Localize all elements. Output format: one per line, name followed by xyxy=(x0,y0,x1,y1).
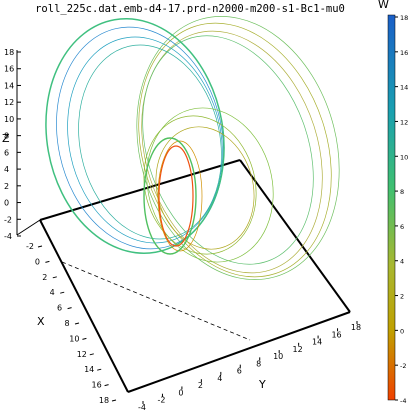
x-tick xyxy=(67,307,72,310)
colorbar-tick-label: 16 xyxy=(400,49,408,57)
y-tick-label: 2 xyxy=(198,381,203,390)
x-tick xyxy=(82,337,87,340)
x-tick xyxy=(97,368,102,371)
z-tick-label: 4 xyxy=(4,165,9,174)
colorbar-tick-label: -4 xyxy=(400,397,406,405)
z-tick-label: -2 xyxy=(4,215,12,224)
y-tick-label: 12 xyxy=(293,345,303,354)
colorbar-tick-label: 6 xyxy=(400,223,404,231)
colorbar xyxy=(387,14,396,401)
chart-title: roll_225c.dat.emb-d4-17.prd-n2000-m200-s… xyxy=(35,3,345,15)
z-tick-label: 12 xyxy=(4,98,14,107)
colorbar-tick-label: 2 xyxy=(400,293,404,301)
x-tick-label: 12 xyxy=(77,350,87,359)
x-tick-label: 0 xyxy=(35,257,40,266)
x-tick-label: 10 xyxy=(69,334,79,343)
colorbar-tick-label: -2 xyxy=(400,362,406,370)
z-tick-label: -4 xyxy=(4,232,12,241)
colorbar-tick-label: 14 xyxy=(400,84,408,92)
x-tick xyxy=(45,260,50,263)
x-tick-label: 18 xyxy=(99,396,109,405)
z-tick-label: 8 xyxy=(4,132,9,141)
colorbar-tick-label: 4 xyxy=(400,258,404,266)
x-tick xyxy=(52,276,57,279)
x-tick-label: 6 xyxy=(57,304,62,313)
trajectory xyxy=(45,16,340,280)
x-tick xyxy=(37,245,43,248)
x-tick-label: 14 xyxy=(84,365,94,374)
y-tick-label: 10 xyxy=(273,352,283,361)
x-tick-label: 4 xyxy=(50,288,55,297)
z-tick-label: 2 xyxy=(4,182,9,191)
z-axis-label: Z xyxy=(2,132,10,145)
x-tick xyxy=(60,291,65,294)
z-tick-label: 14 xyxy=(4,81,14,90)
y-tick-label: 0 xyxy=(178,388,183,397)
colorbar-tick-label: 8 xyxy=(400,188,404,196)
colorbar-tick-label: 12 xyxy=(400,118,408,126)
y-tick-label: -2 xyxy=(157,396,165,405)
axes-box xyxy=(16,50,351,393)
x-axis-label: X xyxy=(37,315,45,328)
z-tick-label: 18 xyxy=(4,48,14,57)
x-tick-label: 8 xyxy=(64,319,69,328)
colorbar-label: W xyxy=(378,0,389,11)
y-tick-label: 16 xyxy=(331,330,341,339)
z-tick-label: 0 xyxy=(4,199,9,208)
x-tick xyxy=(74,322,80,325)
z-tick-label: 6 xyxy=(4,148,9,157)
x-tick xyxy=(111,399,117,402)
y-tick-label: 4 xyxy=(217,374,222,383)
y-tick-label: 8 xyxy=(256,359,261,368)
z-tick-label: 16 xyxy=(4,65,14,74)
x-tick xyxy=(89,353,94,356)
y-axis-label: Y xyxy=(258,378,266,391)
x-tick-label: 2 xyxy=(42,273,47,282)
y-tick-label: 6 xyxy=(237,367,242,376)
colorbar-tick-label: 18 xyxy=(400,14,408,22)
z-tick-label: 10 xyxy=(4,115,14,124)
colorbar-tick-label: 10 xyxy=(400,153,408,161)
colorbar-tick-label: 0 xyxy=(400,327,404,335)
x-tick xyxy=(104,384,109,387)
x-tick-label: -2 xyxy=(26,242,34,251)
y-tick-label: 18 xyxy=(351,323,361,332)
y-tick-label: 14 xyxy=(312,338,322,347)
y-tick-label: -4 xyxy=(138,403,146,412)
x-tick-label: 16 xyxy=(92,381,102,390)
